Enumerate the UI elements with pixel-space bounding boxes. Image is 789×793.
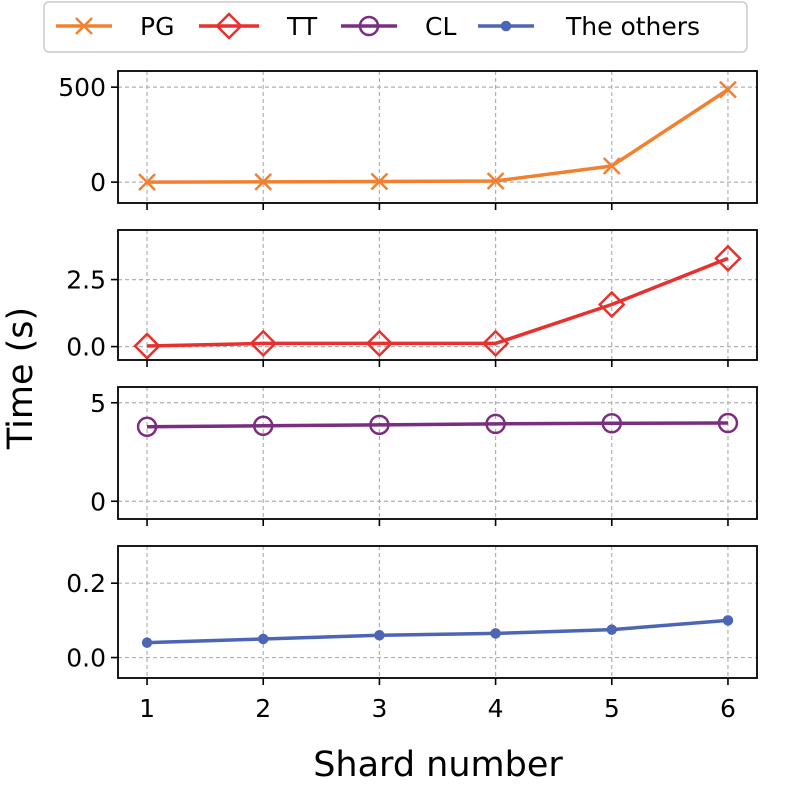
x-tick-label-5: 5: [604, 694, 620, 723]
legend-entry-4: The others: [478, 12, 700, 41]
panel-4-point-5: [606, 624, 618, 635]
legend-swatch-marker-2: [215, 12, 243, 40]
panel-3-frame: [117, 386, 758, 520]
panel-1: 0 500: [58, 70, 758, 210]
panel-4-point-2: [257, 633, 269, 645]
panel-1-series-line: [147, 88, 729, 184]
legend: PG TT CL The others: [43, 1, 748, 53]
panel-3-series-line: [147, 421, 728, 429]
x-tick-label-3: 3: [371, 694, 387, 723]
panel-1-point-1: [138, 173, 156, 191]
panel-1-point-2: [254, 173, 273, 191]
panel-1-point-4: [486, 172, 505, 190]
panel-3-point-5: [601, 413, 623, 434]
panel-2-point-1: [133, 332, 161, 360]
x-tick-label-4: 4: [488, 694, 504, 723]
legend-entry-3: CL: [341, 12, 456, 41]
panel-1-frame: [117, 70, 758, 204]
panel-2-point-4: [481, 329, 510, 358]
panel-4-series-line: [146, 618, 729, 645]
panel-1-point-6: [719, 80, 737, 99]
panel-3-point-4: [485, 413, 506, 435]
panel-1-point-6-stroke-b: [719, 80, 737, 99]
panel-3-point-2: [252, 415, 274, 437]
x-tick-label-2: 2: [255, 694, 271, 723]
panel-3-point-1: [136, 416, 158, 438]
panel-2-frame: [117, 229, 758, 361]
panel-4: 0.0 0.2: [66, 545, 758, 685]
panel-4-point-3: [374, 629, 385, 641]
legend-label-3: CL: [425, 12, 456, 41]
legend-label-2: TT: [286, 12, 318, 41]
panel-4-point-1: [141, 637, 153, 648]
legend-entry-2: TT: [199, 12, 318, 41]
panel-2: 0.0 2.5: [66, 229, 758, 367]
panel-2-series-line: [147, 256, 729, 348]
legend-label-4: The others: [565, 12, 700, 41]
panel-2-point-6: [714, 244, 742, 273]
y-axis-title: Time (s): [1, 307, 41, 450]
x-axis-title: Shard number: [313, 745, 563, 785]
panel-1-ytick-label-2: 500: [58, 73, 106, 102]
panel-1-point-3: [370, 172, 389, 191]
panel-3-point-6: [717, 412, 739, 434]
panel-3-point-3: [369, 414, 390, 436]
panel-2-point-2: [249, 329, 277, 358]
panel-2-point-5: [598, 290, 626, 319]
panel-1-point-5-stroke-b: [602, 157, 621, 175]
legend-swatch-marker-1: [75, 17, 93, 35]
panel-3: 05: [90, 386, 758, 526]
panel-1-point-4-stroke-b: [486, 172, 505, 190]
x-tick-label-6: 6: [720, 694, 736, 723]
legend-swatch-marker-3: [358, 15, 380, 37]
panel-2-ytick-label-2: 2.5: [66, 266, 106, 295]
panel-4-ytick-label-2: 0.2: [66, 569, 106, 598]
panel-1-ytick-label-1: 0: [90, 168, 106, 197]
panel-1-point-2-stroke-b: [254, 173, 273, 191]
panel-1-point-1-stroke-b: [138, 173, 156, 191]
legend-entry-1: PG: [56, 12, 174, 41]
panel-1-point-5: [602, 157, 621, 175]
legend-swatch-marker-1-stroke-b: [75, 17, 93, 35]
panel-3-ytick-label-1: 0: [90, 487, 106, 516]
panel-4-point-4: [490, 628, 501, 639]
panel-2-point-3: [365, 329, 394, 358]
legend-swatch-marker-4: [500, 20, 512, 32]
panel-2-ytick-label-1: 0.0: [66, 333, 106, 362]
panel-4-frame: [117, 545, 758, 679]
panel-4-point-6: [722, 615, 734, 626]
panel-3-ytick-label-2: 5: [90, 389, 106, 418]
panel-1-point-3-stroke-b: [370, 172, 389, 191]
x-tick-label-1: 1: [139, 694, 155, 723]
panel-4-ytick-label-1: 0.0: [66, 644, 106, 673]
legend-label-1: PG: [140, 12, 174, 41]
